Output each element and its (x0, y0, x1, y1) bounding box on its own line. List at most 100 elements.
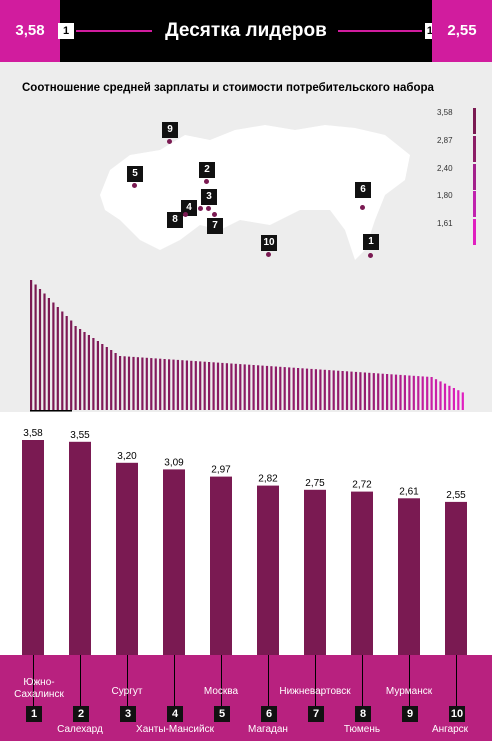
region-bar (341, 371, 344, 410)
region-bar (305, 368, 309, 410)
rank-badge: 10 (449, 706, 465, 722)
map-pin-2: 2 (199, 162, 215, 178)
legend-swatch (473, 164, 476, 190)
map-pin-6: 6 (355, 182, 371, 198)
rank-badge: 4 (167, 706, 183, 722)
region-bar (297, 368, 300, 410)
city-label-murmansk: Мурманск (385, 686, 433, 697)
bar-10 (445, 501, 467, 655)
bar-value-label: 2,61 (399, 486, 419, 497)
leader-line (127, 655, 128, 707)
region-bar (123, 356, 126, 410)
top10-bracket-line (30, 410, 72, 412)
leader-line (456, 655, 457, 707)
region-bar (439, 381, 442, 410)
region-bar (279, 366, 282, 410)
region-bar (194, 361, 197, 410)
region-bar (199, 361, 202, 410)
map-pin-9: 9 (162, 122, 178, 138)
map-pin-dot (167, 139, 172, 144)
header: 3,58 1 Десятка лидеров 10 2,55 (0, 0, 492, 62)
map-pin-dot (266, 252, 271, 257)
bar-value-label: 3,09 (164, 457, 184, 468)
region-bar (283, 367, 286, 410)
bar-3 (116, 462, 138, 655)
region-bar (56, 307, 59, 410)
region-bar (181, 360, 184, 410)
rank-badge: 8 (355, 706, 371, 722)
region-bar (368, 372, 371, 410)
map-pin-1: 1 (363, 234, 379, 250)
header-max-value: 3,58 (0, 0, 60, 62)
region-bar (426, 376, 429, 410)
region-bar (354, 371, 358, 410)
map-pin-dot (183, 212, 188, 217)
map-pin-dot (368, 253, 373, 258)
region-bar (434, 379, 438, 410)
legend-swatch (473, 136, 476, 162)
page-title: Десятка лидеров (165, 20, 327, 41)
region-bar (345, 371, 349, 410)
region-bar (310, 368, 313, 410)
bar-value-label: 2,97 (211, 465, 231, 476)
region-bar (30, 280, 33, 410)
bar-value-label: 2,75 (305, 478, 325, 489)
leader-line (362, 655, 363, 707)
region-bar (61, 311, 64, 410)
leader-line (221, 655, 222, 707)
leader-line (315, 655, 316, 707)
region-bar (127, 356, 131, 410)
region-bar (150, 358, 153, 410)
region-bar (328, 370, 331, 410)
region-bar (386, 374, 389, 410)
bar-value-label: 2,55 (446, 490, 466, 501)
bar-2 (69, 441, 91, 655)
region-bar (252, 365, 255, 410)
region-bar (381, 373, 384, 410)
city-label-tyumen: Тюмень (343, 724, 381, 735)
region-bar (377, 373, 380, 410)
header-line-left (76, 30, 152, 32)
region-bar (208, 362, 211, 410)
map-pin-3: 3 (201, 189, 217, 205)
region-bar (136, 357, 139, 410)
city-label-khanty-mansiysk: Ханты-Мансийск (136, 724, 214, 735)
region-bar (363, 372, 366, 410)
region-bar (332, 370, 335, 410)
region-bar (168, 359, 171, 410)
region-bar (248, 364, 251, 410)
region-bar (265, 365, 269, 410)
region-bar (421, 376, 424, 410)
bar-value-label: 2,72 (352, 480, 372, 491)
region-bar (417, 376, 420, 410)
region-bar (350, 371, 353, 410)
region-bar (461, 392, 464, 410)
region-bar (141, 357, 144, 410)
region-bar (412, 375, 415, 410)
region-bar (38, 289, 42, 410)
bar-8 (351, 491, 373, 655)
map-pin-dot (132, 183, 137, 188)
region-bar (154, 358, 157, 410)
region-bar (203, 361, 206, 410)
region-bar (119, 356, 122, 410)
region-bar (292, 367, 295, 410)
bar-1 (22, 440, 44, 655)
region-bar (337, 370, 340, 410)
region-bar (257, 365, 260, 410)
region-bar (372, 373, 375, 410)
chart-subtitle: Соотношение средней зарплаты и стоимости… (22, 82, 434, 94)
region-bar (221, 362, 224, 410)
city-label-nizhnevartovsk: Нижневартовск (279, 686, 351, 697)
rank-badge: 2 (73, 706, 89, 722)
region-bar (65, 316, 68, 410)
region-bar (43, 293, 46, 410)
region-bar (452, 388, 455, 410)
region-bar (132, 356, 135, 410)
region-bar (105, 347, 108, 410)
region-bar (243, 364, 246, 410)
city-label-magadan: Магадан (248, 724, 288, 735)
leader-line (33, 655, 34, 707)
region-bar (212, 362, 215, 410)
regions-distribution-chart (30, 280, 464, 412)
